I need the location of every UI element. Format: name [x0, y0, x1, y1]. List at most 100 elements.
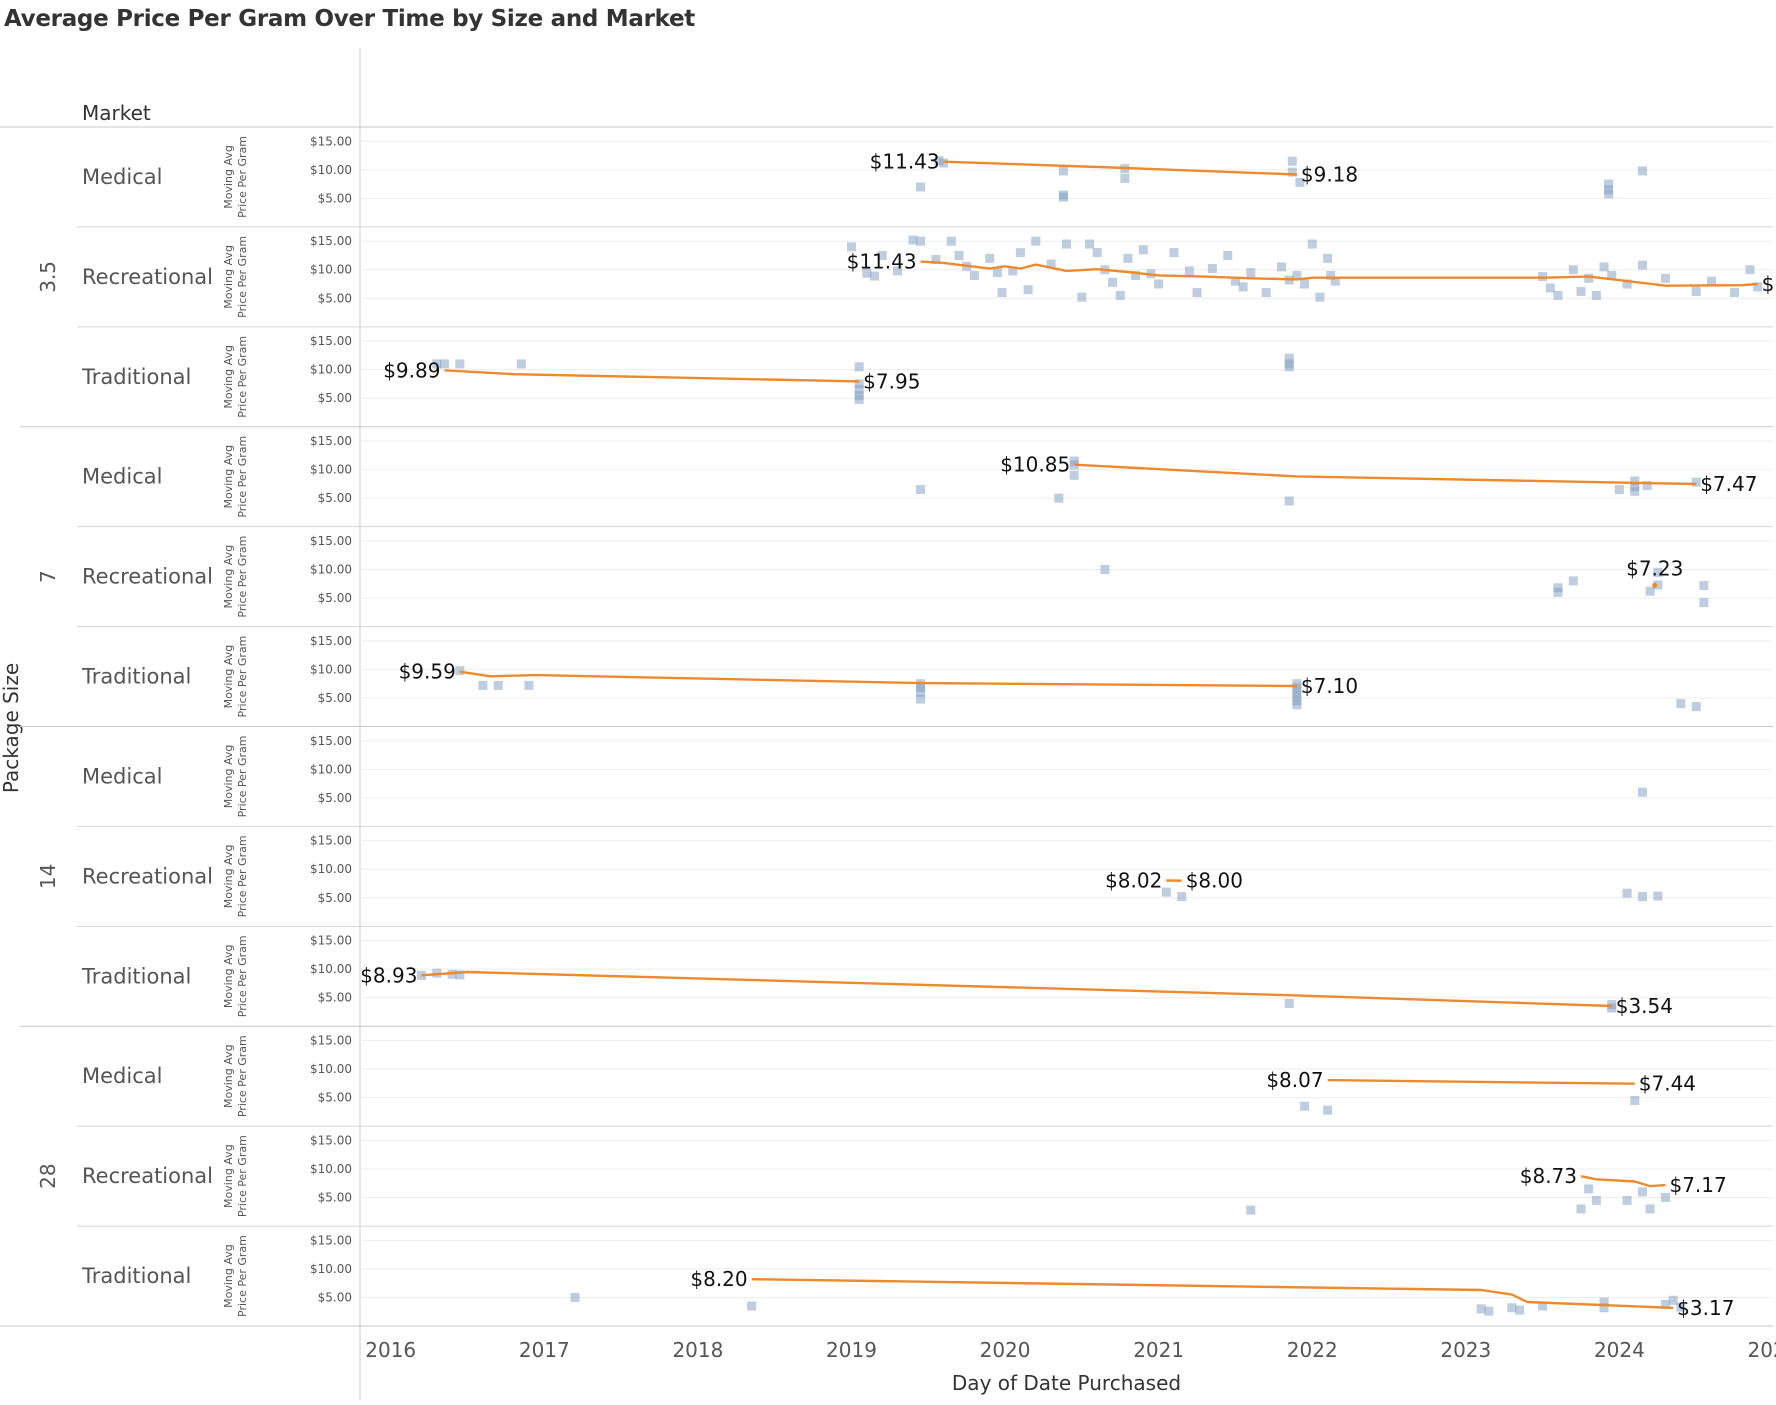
data-point: [1691, 286, 1701, 296]
y-tick-label: $15.00: [310, 534, 352, 548]
data-point: [1123, 253, 1133, 263]
data-point: [1699, 580, 1709, 590]
data-point: [1568, 576, 1578, 586]
row-header-market: Market: [82, 101, 151, 125]
data-point: [1622, 1195, 1632, 1205]
data-point: [439, 359, 449, 369]
data-label: $11.43: [847, 250, 917, 274]
data-point: [1284, 998, 1294, 1008]
data-point: [1287, 167, 1297, 177]
data-point: [916, 236, 926, 246]
data-point: [1108, 277, 1118, 287]
data-label: $7.95: [863, 369, 920, 393]
data-point: [1515, 1305, 1525, 1315]
data-point: [1707, 276, 1717, 286]
y-axis-title-line1: Moving Avg: [222, 345, 235, 409]
package-size-axis-label: Package Size: [0, 663, 23, 793]
y-axis-title-line2: Price Per Gram: [236, 1135, 249, 1217]
data-point: [854, 385, 864, 395]
data-point: [1330, 276, 1340, 286]
y-tick-label: $10.00: [310, 1262, 352, 1276]
x-tick-label: 2022: [1287, 1338, 1338, 1362]
x-axis-title: Day of Date Purchased: [952, 1371, 1181, 1395]
data-point: [1292, 691, 1302, 701]
data-point: [1604, 189, 1614, 199]
data-point: [1599, 1303, 1609, 1313]
data-point: [1120, 173, 1130, 183]
data-point: [1277, 262, 1287, 272]
data-point: [1553, 583, 1563, 593]
data-point: [1131, 270, 1141, 280]
data-point: [854, 362, 864, 372]
y-axis-title-line1: Moving Avg: [222, 1044, 235, 1108]
data-label: $7.44: [1639, 1072, 1696, 1096]
data-point: [1553, 290, 1563, 300]
data-point: [747, 1301, 757, 1311]
data-point: [1607, 270, 1617, 280]
x-tick-label: 2021: [1133, 1338, 1184, 1362]
data-point: [1660, 1299, 1670, 1309]
data-point: [1614, 485, 1624, 495]
data-point: [1323, 253, 1333, 263]
y-tick-label: $10.00: [310, 463, 352, 477]
data-point: [893, 266, 903, 276]
data-point: [1230, 276, 1240, 286]
data-point: [1691, 477, 1701, 487]
data-point: [1576, 1204, 1586, 1214]
y-tick-label: $15.00: [310, 434, 352, 448]
size-label-28: 28: [36, 1163, 60, 1188]
data-point: [1046, 259, 1056, 269]
data-point: [1730, 288, 1740, 298]
data-point: [1062, 239, 1071, 249]
y-axis-title-line2: Price Per Gram: [236, 536, 249, 618]
data-point: [1085, 239, 1095, 249]
y-tick-label: $5.00: [318, 891, 352, 905]
x-tick-label: 2019: [826, 1338, 877, 1362]
y-tick-label: $15.00: [310, 934, 352, 948]
data-label: $8.20: [690, 1267, 747, 1291]
data-point: [1568, 265, 1578, 275]
size-label-7: 7: [36, 570, 60, 583]
data-point: [1653, 580, 1663, 590]
data-point: [846, 242, 856, 252]
data-point: [1622, 888, 1632, 898]
data-label: $9.18: [1301, 163, 1358, 187]
data-point: [969, 270, 979, 280]
data-label: $3.54: [1616, 994, 1673, 1018]
market-label: Traditional: [81, 665, 191, 689]
data-point: [455, 666, 465, 676]
data-point: [954, 250, 964, 260]
data-point: [1015, 248, 1025, 258]
data-point: [1645, 586, 1655, 596]
data-point: [1058, 192, 1068, 202]
panel-3-5-recreational: Recreational Moving Avg Price Per Gram $5.0…: [77, 226, 1776, 318]
y-axis-title-line2: Price Per Gram: [236, 136, 249, 218]
size-label-14: 14: [36, 864, 60, 889]
panel-3-5-medical: Medical Moving Avg Price Per Gram $5.00 $10.…: [82, 134, 1773, 218]
x-tick-label: 2024: [1594, 1338, 1645, 1362]
data-point: [1138, 245, 1148, 255]
data-point: [862, 268, 872, 278]
y-tick-label: $10.00: [310, 163, 352, 177]
data-point: [1660, 273, 1670, 283]
x-tick-label: 2016: [365, 1338, 416, 1362]
data-point: [1668, 1295, 1678, 1305]
data-point: [1622, 279, 1632, 289]
moving-avg-line: [459, 670, 1297, 688]
data-point: [1660, 1193, 1670, 1203]
data-point: [1169, 248, 1179, 258]
data-point: [1637, 166, 1647, 176]
data-point: [877, 250, 887, 260]
market-label: Recreational: [82, 265, 213, 289]
data-point: [1284, 353, 1294, 363]
market-label: Recreational: [82, 1164, 213, 1188]
market-label: Traditional: [81, 365, 191, 389]
data-point: [1192, 288, 1202, 298]
panel-28-recreational: Recreational Moving Avg Price Per Gram $5.0…: [77, 1125, 1773, 1217]
data-point: [1591, 1195, 1601, 1205]
y-tick-label: $10.00: [310, 662, 352, 676]
market-label: Medical: [82, 764, 162, 788]
data-point: [1323, 1105, 1333, 1115]
y-tick-label: $15.00: [310, 1133, 352, 1147]
